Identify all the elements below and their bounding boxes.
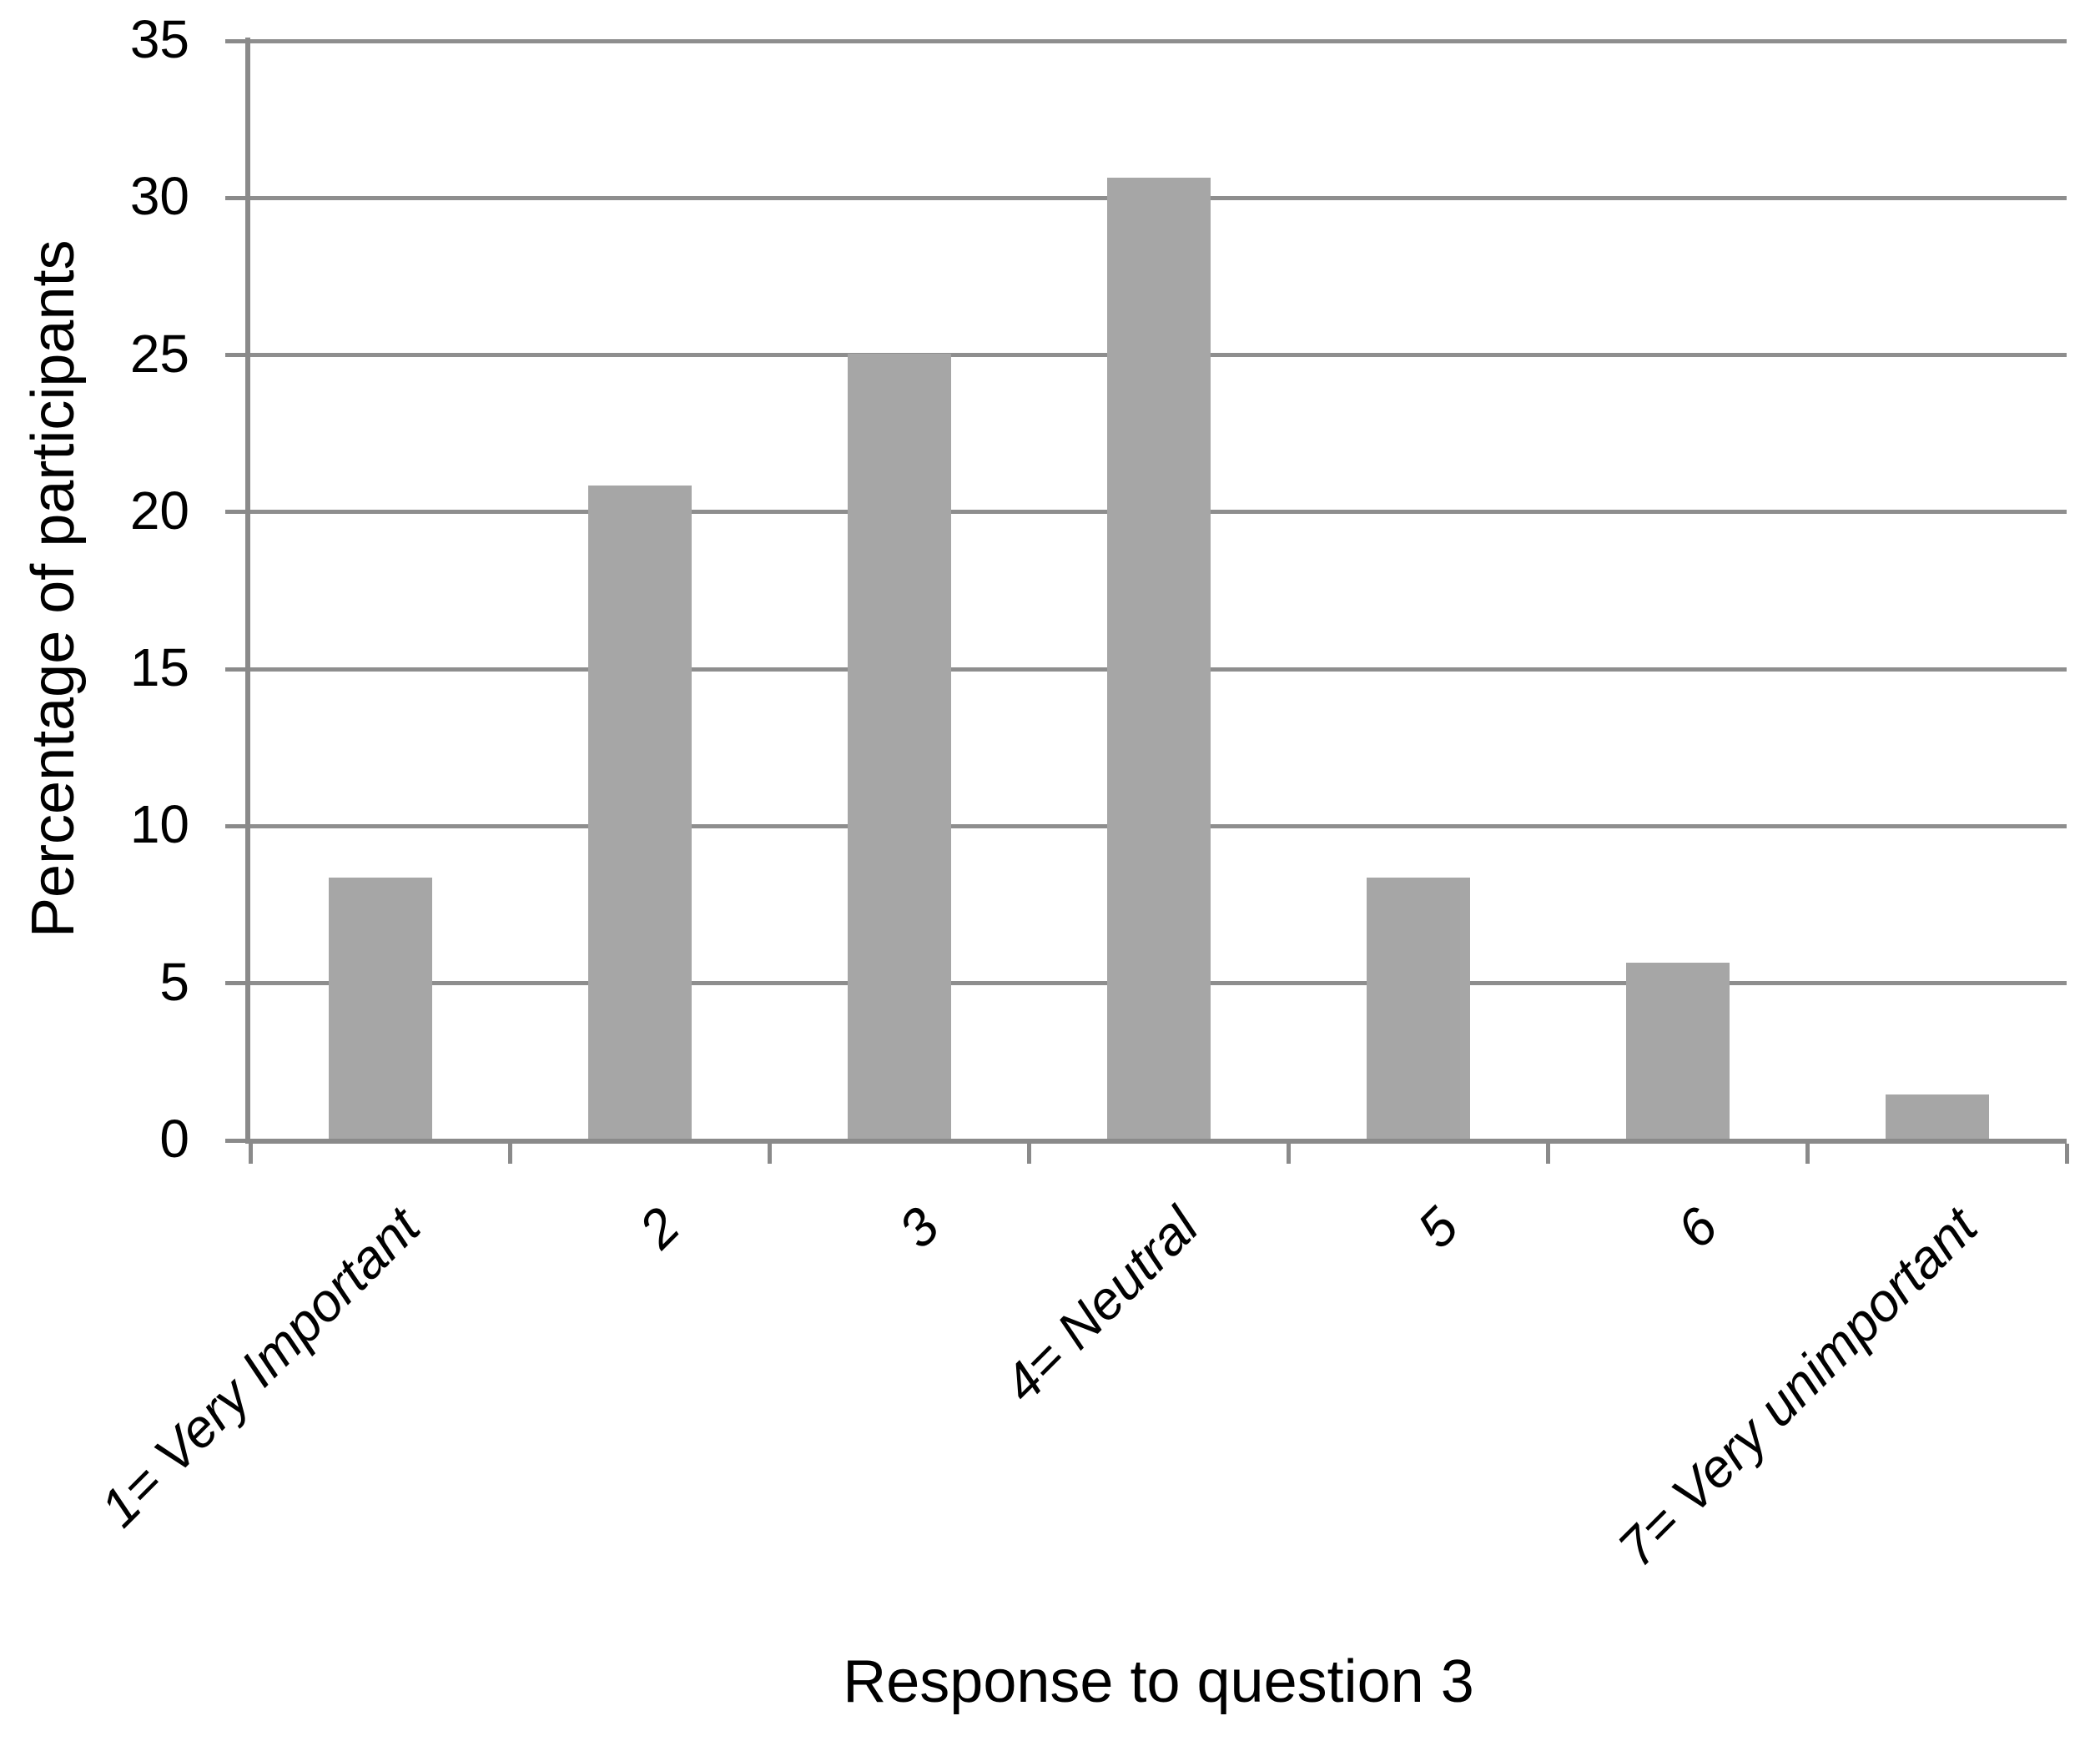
y-tick-label-25: 25 [129, 323, 189, 384]
y-tick-15 [225, 667, 245, 672]
x-category-label: 3 [887, 1195, 951, 1260]
bar-4= Neutral [1106, 177, 1211, 1139]
y-axis-line [245, 38, 250, 1144]
x-category-label: 6 [1665, 1195, 1730, 1260]
y-tick-label-20: 20 [129, 480, 189, 541]
x-category-label: 2 [627, 1195, 692, 1260]
y-tick-30 [225, 195, 245, 200]
bar-7= Very unimportant [1885, 1094, 1989, 1139]
x-tick-4 [1286, 1144, 1291, 1164]
y-tick-label-15: 15 [129, 637, 189, 698]
bar-5 [1366, 878, 1470, 1139]
x-tick-6 [1805, 1144, 1810, 1164]
x-tick-3 [1026, 1144, 1031, 1164]
x-axis-title: Response to question 3 [843, 1648, 1474, 1715]
y-tick-label-0: 0 [159, 1109, 189, 1169]
x-category-label: 7= Very unimportant [1606, 1195, 1989, 1578]
bar-6 [1625, 963, 1730, 1139]
bar-1= Very Important [328, 878, 432, 1139]
x-tick-7 [2064, 1144, 2069, 1164]
x-category-label: 4= Neutral [992, 1195, 1211, 1414]
y-tick-label-35: 35 [129, 9, 189, 69]
bar-2 [587, 485, 692, 1139]
x-axis-line [245, 1139, 2067, 1144]
x-tick-5 [1545, 1144, 1550, 1164]
x-category-label: 5 [1406, 1195, 1470, 1260]
y-tick-label-5: 5 [159, 951, 189, 1012]
y-tick-0 [225, 1138, 245, 1143]
y-tick-20 [225, 510, 245, 515]
plot-area [250, 38, 2067, 1139]
x-tick-2 [767, 1144, 772, 1164]
y-tick-label-10: 10 [129, 794, 189, 855]
y-tick-25 [225, 353, 245, 358]
x-tick-0 [248, 1144, 253, 1164]
y-tick-10 [225, 823, 245, 828]
gridline-y-35 [250, 38, 2067, 43]
x-category-label: 1= Very Important [88, 1195, 432, 1538]
y-tick-5 [225, 981, 245, 986]
x-tick-1 [507, 1144, 512, 1164]
y-tick-label-30: 30 [129, 166, 189, 227]
y-tick-35 [225, 38, 245, 43]
bar-3 [847, 353, 951, 1139]
